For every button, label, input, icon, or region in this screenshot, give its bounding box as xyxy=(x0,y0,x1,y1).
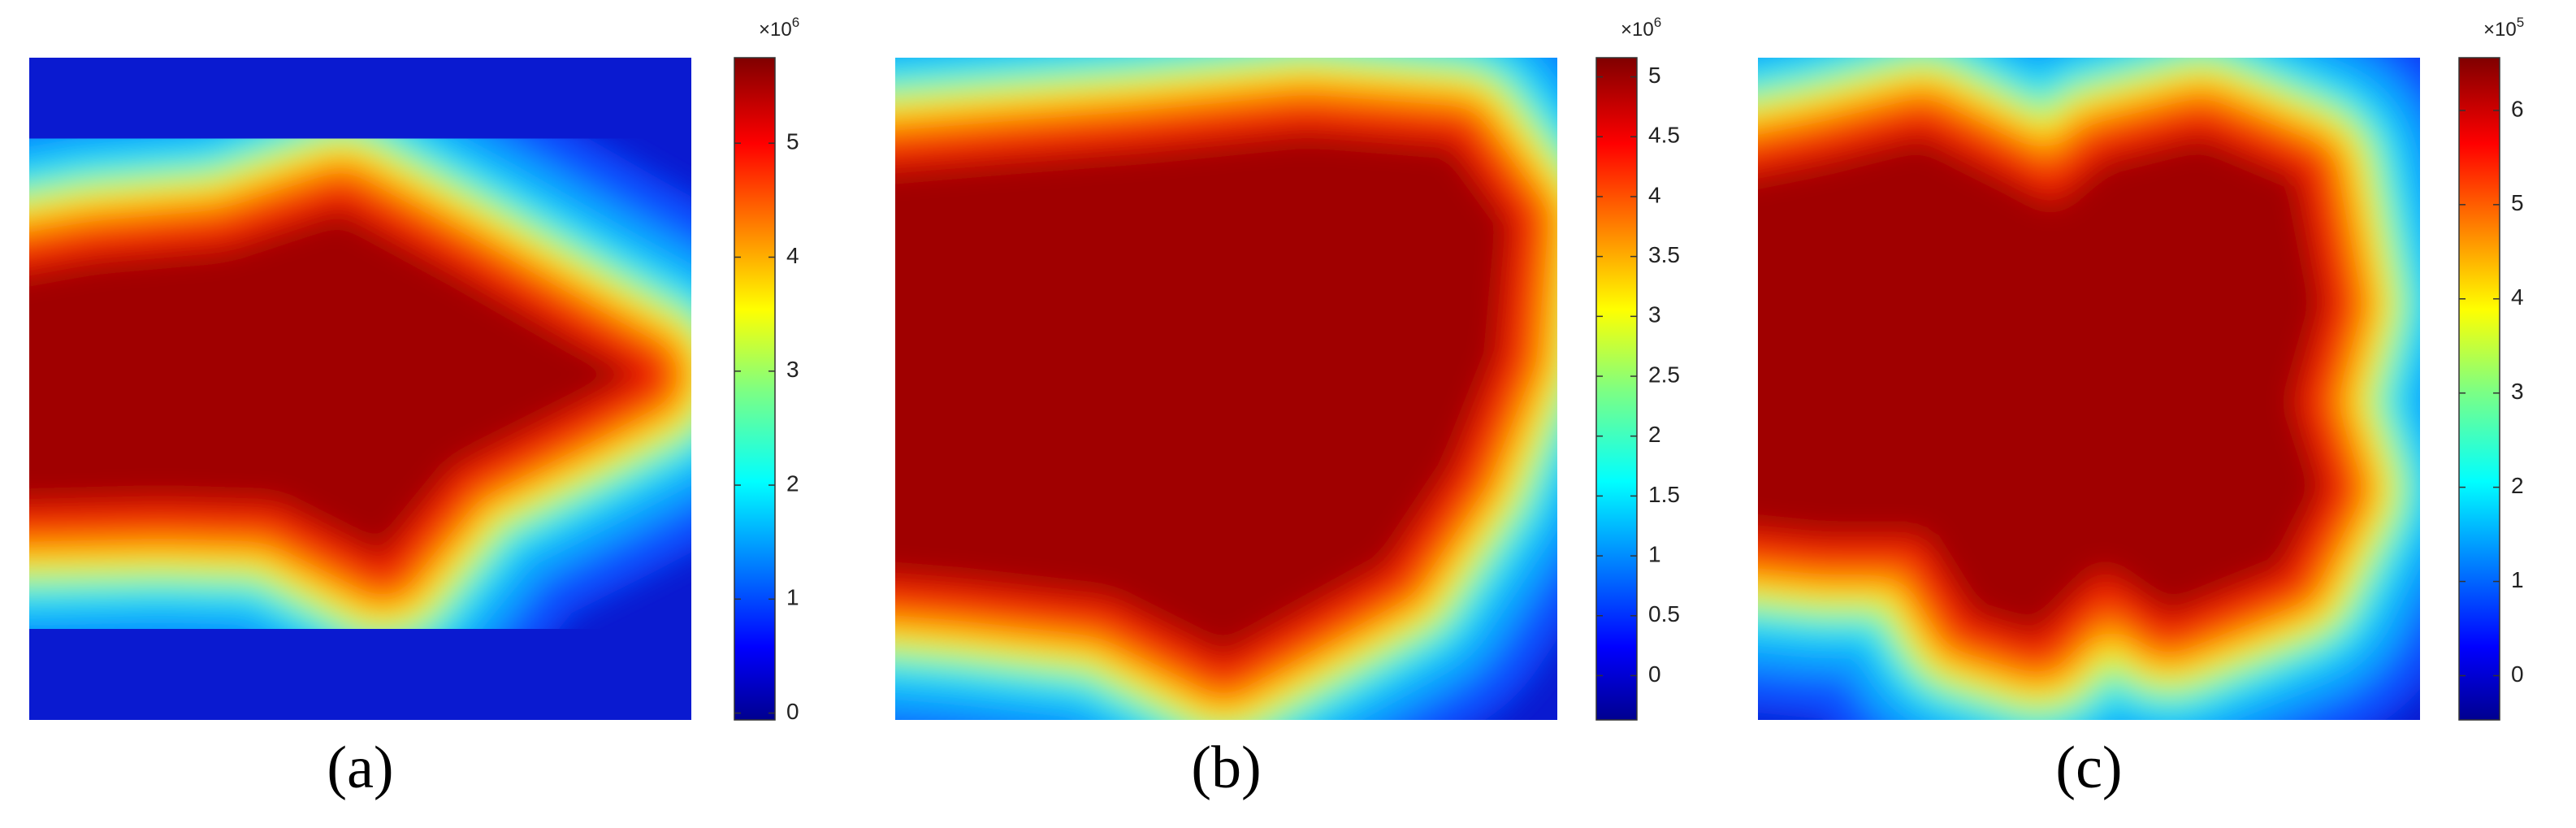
heatmap xyxy=(29,58,691,720)
panel-label: (b) xyxy=(1191,735,1261,801)
colorbar-tick-label: 5 xyxy=(2511,190,2524,215)
colorbar-tick-label: 1 xyxy=(1648,541,1661,566)
colorbar-tick-label: 3 xyxy=(2511,379,2524,404)
colorbar-tick-label: 2 xyxy=(786,470,799,496)
heatmap-field xyxy=(895,58,1557,720)
colorbar-multiplier: ×106 xyxy=(759,15,799,41)
colorbar-tick-label: 2 xyxy=(1648,422,1661,447)
colorbar-tick-label: 1 xyxy=(786,585,799,610)
field-core xyxy=(895,132,1512,658)
multiplier: ×10 xyxy=(1621,19,1654,41)
colorbar-tick-label: 3 xyxy=(1648,302,1661,327)
colorbar-tick-label: 4 xyxy=(1648,182,1661,207)
colorbar-multiplier: ×106 xyxy=(1621,15,1661,41)
exponent: 6 xyxy=(792,15,799,30)
field-core xyxy=(29,209,641,559)
colorbar-tick-label: 0.5 xyxy=(1648,601,1680,626)
colorbar-tick-label: 4.5 xyxy=(1648,123,1680,148)
colorbar-tick-label: 3.5 xyxy=(1648,242,1680,267)
colorbar xyxy=(2458,57,2500,721)
colorbar-tick-label: 2.5 xyxy=(1648,362,1680,387)
multiplier: ×10 xyxy=(759,19,792,41)
colorbar-tick-label: 2 xyxy=(2511,473,2524,498)
colorbar xyxy=(734,57,776,721)
colorbar-tick-label: 0 xyxy=(2511,661,2524,687)
heatmap-field xyxy=(29,58,691,720)
exponent: 5 xyxy=(2517,15,2524,30)
heatmap-field xyxy=(1758,58,2420,720)
heatmap xyxy=(895,58,1557,720)
colorbar-tick-label: 4 xyxy=(786,243,799,268)
colorbar-tick-label: 6 xyxy=(2511,96,2524,121)
colorbar-tick-label: 5 xyxy=(1648,63,1661,88)
colorbar-tick-label: 4 xyxy=(2511,284,2524,310)
colorbar xyxy=(1595,57,1638,721)
panel-label: (c) xyxy=(2055,735,2122,801)
colorbar-tick-label: 1 xyxy=(2511,567,2524,592)
colorbar-multiplier: ×105 xyxy=(2483,15,2524,41)
heatmap xyxy=(1758,58,2420,720)
colorbar-tick-label: 0 xyxy=(786,699,799,724)
panel: 0 1 2 3 4 5 ×106 (a) xyxy=(29,15,799,801)
exponent: 6 xyxy=(1654,15,1661,30)
panel-label: (a) xyxy=(327,735,393,801)
colorbar-tick-label: 3 xyxy=(786,357,799,382)
field-core xyxy=(1758,135,2325,636)
multiplier: ×10 xyxy=(2483,19,2517,41)
colorbar-tick-label: 0 xyxy=(1648,661,1661,687)
panel: 0 0.5 1 1.5 2 2.5 3 3.5 4 4.5 5 ×106 (b) xyxy=(895,15,1680,801)
colorbar-tick-label: 5 xyxy=(786,129,799,154)
colorbar-tick-label: 1.5 xyxy=(1648,482,1680,507)
